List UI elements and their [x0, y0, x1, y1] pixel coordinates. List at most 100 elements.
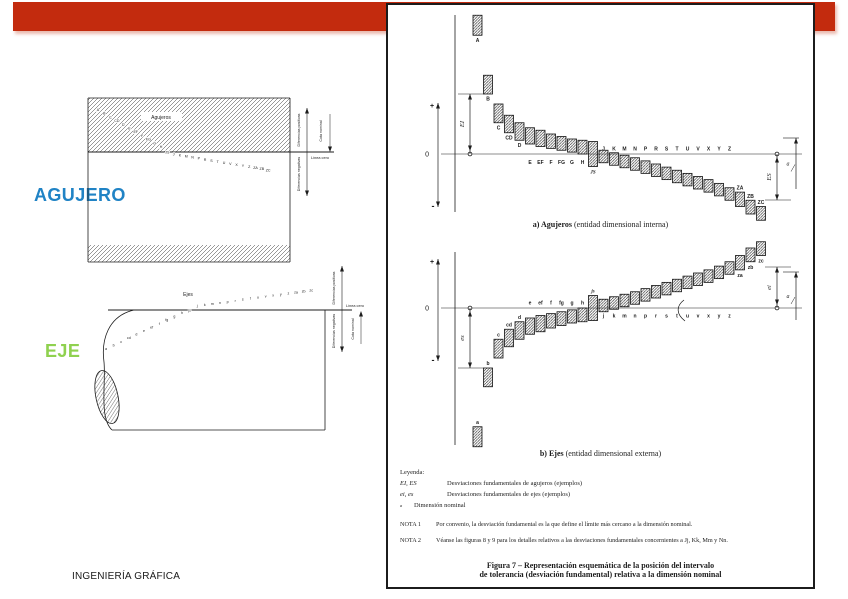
hole-dev-letter-B: B — [103, 112, 106, 116]
zone-label-z: z — [728, 314, 731, 320]
zone-label-V: V — [696, 147, 700, 153]
tolerance-zone-g — [567, 309, 577, 324]
axis-minus: - — [432, 201, 435, 211]
tolerance-zone-T — [672, 169, 682, 184]
hole-dev-letter-Z: Z — [248, 165, 251, 169]
hole-dev-letter-ZC: ZC — [266, 168, 271, 172]
tolerance-zone-C — [493, 103, 504, 124]
hole-dev-letter-ZA: ZA — [253, 166, 258, 170]
shaft-dev-letter-j: j — [196, 304, 198, 308]
axis-plus: + — [430, 259, 434, 266]
shaft-dev-letter-p: p — [227, 300, 229, 304]
shaft-dev-letter-c: c — [120, 340, 122, 344]
shaft-dev-letter-n: n — [219, 301, 221, 305]
hole-dev-letter-EF: EF — [134, 130, 139, 134]
note-label: NOTA 2 — [400, 537, 421, 545]
zone-label-T: T — [675, 147, 678, 153]
zone-label-u: u — [686, 314, 689, 320]
hole-dev-letter-V: V — [229, 162, 232, 166]
eje-label: EJE — [45, 341, 81, 361]
tolerance-zone-y — [714, 265, 724, 280]
shaft-dev-letter-t: t — [250, 297, 251, 301]
tolerance-zone-v — [693, 272, 703, 286]
shaft-dev-letter-g: g — [173, 315, 175, 319]
shaft-dev-letter-y: y — [280, 292, 282, 296]
zone-label-e: e — [529, 301, 532, 307]
zone-label-ZA: ZA — [737, 186, 744, 192]
zone-label-b: b — [486, 361, 489, 367]
zone-label-F: F — [549, 160, 552, 166]
zone-label-E: E — [528, 160, 532, 166]
axis-plus: + — [430, 103, 434, 110]
zone-label-za: za — [737, 273, 743, 279]
zone-label-X: X — [707, 147, 711, 153]
shaft-dev-letter-js: js — [187, 309, 191, 313]
tolerance-zone-A — [472, 14, 483, 36]
tolerance-zone-FG — [556, 136, 567, 151]
legend-desc: Desviaciones fundamentales de ejes (ejem… — [447, 491, 571, 498]
tolerance-zone-b — [483, 367, 493, 388]
hole-dev-letter-P: P — [198, 157, 201, 161]
hole-title: Agujeros — [151, 115, 171, 121]
zone-label-j: j — [602, 314, 605, 320]
hole-positive-label: Diferencias positivas — [297, 113, 301, 146]
tolerance-zone-a — [472, 426, 483, 448]
hole-dev-letter-E: E — [128, 127, 131, 131]
tolerance-zone-t — [672, 278, 682, 293]
shaft-dev-letter-v: v — [265, 295, 267, 299]
shaft-dev-letter-u: u — [257, 296, 259, 300]
hole-material-top — [88, 98, 290, 152]
shaft-dev-letter-k: k — [204, 303, 206, 307]
zone-label-h: h — [581, 301, 584, 307]
shaft-dev-letter-zc: zc — [309, 288, 313, 292]
tolerance-zone-G — [567, 138, 577, 153]
hole-dev-letter-X: X — [235, 163, 238, 167]
tolerance-zone-u — [682, 275, 693, 290]
zone-label-ZC: ZC — [758, 200, 765, 206]
zone-label-N: N — [633, 147, 637, 153]
agujero-label: AGUJERO — [34, 185, 126, 205]
tolerance-zone-E — [525, 127, 535, 145]
zone-label-g: g — [570, 301, 573, 307]
hole-nominal-label: Cota nominal — [319, 120, 323, 141]
zone-label-U: U — [686, 147, 690, 153]
tolerance-zone-D — [514, 122, 525, 141]
shaft-dev-letter-d: d — [135, 333, 137, 337]
hole-dev-letter-CD: CD — [114, 119, 120, 123]
hole-dev-letter-F: F — [141, 134, 144, 138]
zone-label-t: t — [676, 314, 678, 320]
chart-b-caption: b) Ejes (entidad dimensional externa) — [388, 449, 813, 458]
tolerance-zone-k — [609, 296, 619, 310]
zone-label-Y: Y — [717, 147, 721, 153]
zone-label-ef: ef — [538, 301, 543, 307]
tolerance-zone-K — [609, 152, 619, 166]
chart-a-caption: a) Agujeros (entidad dimensional interna… — [388, 220, 813, 229]
shaft-dev-letter-fg: fg — [165, 318, 168, 322]
hole-material-bottom — [88, 245, 290, 262]
legend-desc: Desviaciones fundamentales de agujeros (… — [447, 480, 583, 487]
shaft-negative-label: Diferencias negativas — [332, 314, 336, 349]
legend-row: EI, ES Desviaciones fundamentales de agu… — [400, 480, 807, 487]
tolerance-zone-fg — [556, 311, 567, 326]
zone-label-s: s — [665, 314, 668, 320]
tolerance-zone-H — [577, 139, 588, 155]
hole-dev-letter-S: S — [210, 159, 213, 163]
zone-label-fg: fg — [559, 301, 564, 307]
zone-label-R: R — [654, 147, 658, 153]
axis-zero: 0 — [425, 306, 429, 313]
tolerance-zone-e — [525, 317, 535, 335]
hole-zero-line-label: Línea cero — [311, 156, 329, 160]
hole-title-bg — [141, 112, 182, 121]
tolerance-zone-n — [630, 291, 640, 305]
hole-dev-letter-Y: Y — [242, 164, 245, 168]
shaft-dev-letter-s: s — [242, 298, 244, 302]
shaft-dev-letter-h: h — [181, 311, 183, 315]
zone-label-r: r — [655, 314, 657, 320]
figure-caption-line2: de tolerancia (desviación fundamental) r… — [479, 570, 722, 579]
tolerance-zone-cd — [504, 328, 514, 348]
shaft-dev-letter-ef: ef — [150, 325, 153, 329]
hole-dev-letter-A: A — [97, 108, 100, 112]
tolerance-zone-s — [661, 281, 672, 296]
